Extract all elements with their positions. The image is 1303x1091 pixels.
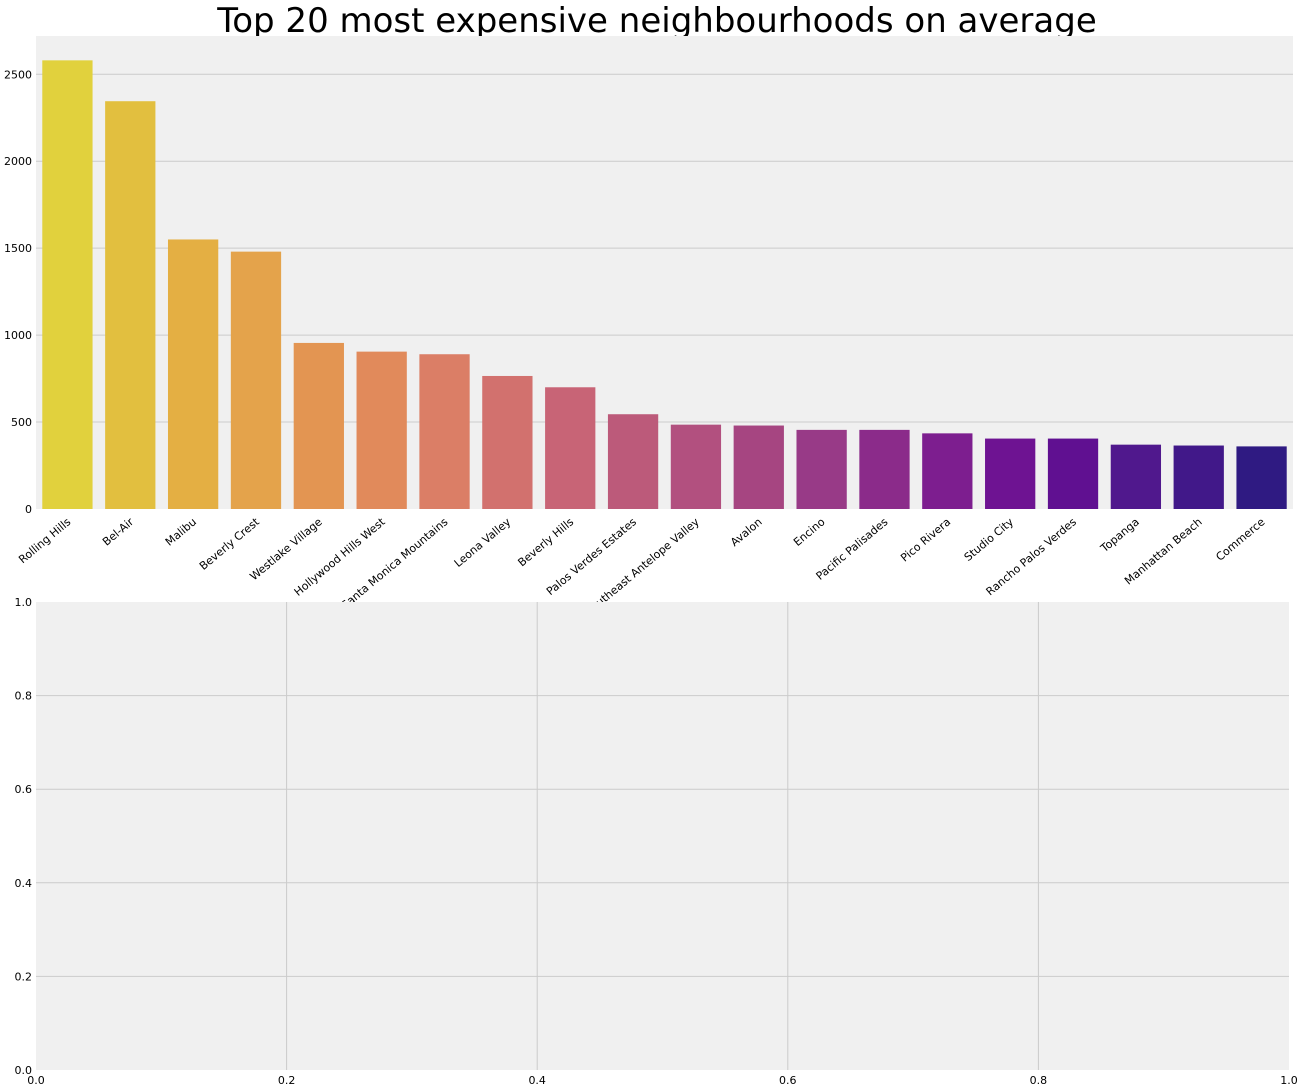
x-tick-label: Encino <box>791 515 828 549</box>
x-tick-label: 1.0 <box>1280 1074 1298 1087</box>
bar <box>356 351 407 509</box>
bar <box>1047 438 1099 509</box>
y-tick-label: 1.0 <box>15 596 33 609</box>
y-tick-label: 1500 <box>4 242 32 255</box>
x-tick-label: 0.4 <box>528 1074 546 1087</box>
bar <box>922 433 973 509</box>
plot-area <box>36 36 1293 509</box>
y-tick-label: 0.0 <box>15 1064 33 1077</box>
bar <box>1236 446 1287 509</box>
bar <box>796 429 847 509</box>
bar <box>419 354 470 509</box>
y-tick-label: 0 <box>25 503 32 516</box>
x-tick-label: Pico Rivera <box>898 515 953 564</box>
x-tick-label: 0.2 <box>278 1074 296 1087</box>
bar <box>985 438 1036 509</box>
x-tick-label: Beverly Crest <box>197 515 263 573</box>
x-tick-label: Bel-Air <box>100 515 136 549</box>
y-tick-label: 0.2 <box>15 970 33 983</box>
bar <box>167 239 219 509</box>
x-tick-label: Malibu <box>163 515 199 548</box>
bar <box>105 101 156 509</box>
x-tick-label: 0.8 <box>1030 1074 1048 1087</box>
bar <box>1173 445 1224 509</box>
x-tick-label: Commerce <box>1213 515 1267 563</box>
bar <box>42 60 93 510</box>
x-tick-label: Leona Valley <box>452 515 514 570</box>
x-tick-label: 0.0 <box>27 1074 45 1087</box>
x-tick-label: Topanga <box>1097 515 1141 555</box>
y-tick-label: 2500 <box>4 68 32 81</box>
y-tick-label: 0.4 <box>15 877 33 890</box>
bar <box>293 342 344 509</box>
y-tick-label: 500 <box>11 416 32 429</box>
y-tick-label: 2000 <box>4 155 32 168</box>
x-tick-label: 0.6 <box>779 1074 797 1087</box>
bar <box>607 414 659 509</box>
y-tick-label: 0.8 <box>15 690 33 703</box>
plot-area <box>36 602 1289 1070</box>
empty-axes: 0.0 0.2 0.4 0.6 0.8 1.0 0.0 0.2 0.4 0.6 0.8 1.0 <box>15 596 1298 1087</box>
bar <box>1110 444 1162 509</box>
bar-chart-axes: 0 500 1000 1500 2000 2500 Rolling Hills Bel-Air… <box>4 36 1293 669</box>
x-tick-label: Beverly Hills <box>515 515 576 569</box>
bar <box>545 387 596 509</box>
chart-title: Top 20 most expensive neighbourhoods on … <box>216 1 1096 41</box>
x-tick-label: Rolling Hills <box>16 515 73 566</box>
bar <box>859 429 910 509</box>
y-tick-label: 1000 <box>4 329 32 342</box>
bar <box>670 424 722 509</box>
bar <box>230 251 282 509</box>
y-tick-label: 0.6 <box>15 783 33 796</box>
bar <box>733 425 784 509</box>
bar <box>482 375 533 509</box>
x-tick-label: Studio City <box>962 515 1017 564</box>
x-tick-label: Avalon <box>728 515 765 549</box>
